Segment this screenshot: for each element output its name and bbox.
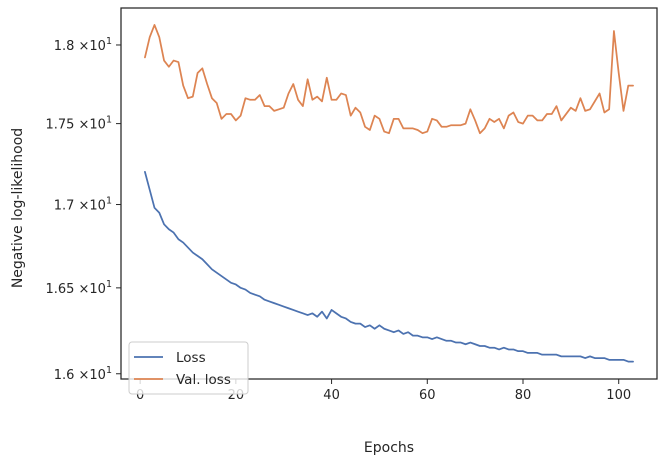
y-tick-label: 1.65 ×101 [45, 279, 112, 297]
legend-box [128, 341, 249, 395]
y-axis-ticks: 1.6 ×101 1.65 ×101 1.7 ×101 1.75 ×101 1.8 ×1… [45, 36, 121, 383]
series-line-val-loss [144, 24, 634, 135]
plot-lines [144, 24, 634, 363]
x-tick-label: 0 [136, 388, 144, 403]
x-tick-label: 100 [606, 388, 631, 403]
legend-label-loss: Loss [176, 350, 206, 366]
y-tick-label: 1.8 ×101 [54, 36, 112, 54]
y-tick-label: 1.6 ×101 [54, 365, 112, 383]
x-axis-ticks: 0 20 40 60 80 100 [136, 379, 631, 403]
y-tick-label: 1.7 ×101 [54, 196, 112, 214]
plot-frame [120, 7, 658, 380]
x-tick-label: 40 [323, 388, 340, 403]
series-line-loss [144, 171, 634, 363]
x-axis-label: Epochs [364, 440, 414, 456]
y-tick-label: 1.75 ×101 [45, 115, 112, 133]
legend: Loss Val. loss [128, 341, 249, 395]
legend-label-val-loss: Val. loss [176, 372, 231, 388]
x-tick-label: 60 [419, 388, 436, 403]
x-tick-label: 80 [515, 388, 532, 403]
y-axis-label: Negative log-likelihood [10, 128, 26, 288]
